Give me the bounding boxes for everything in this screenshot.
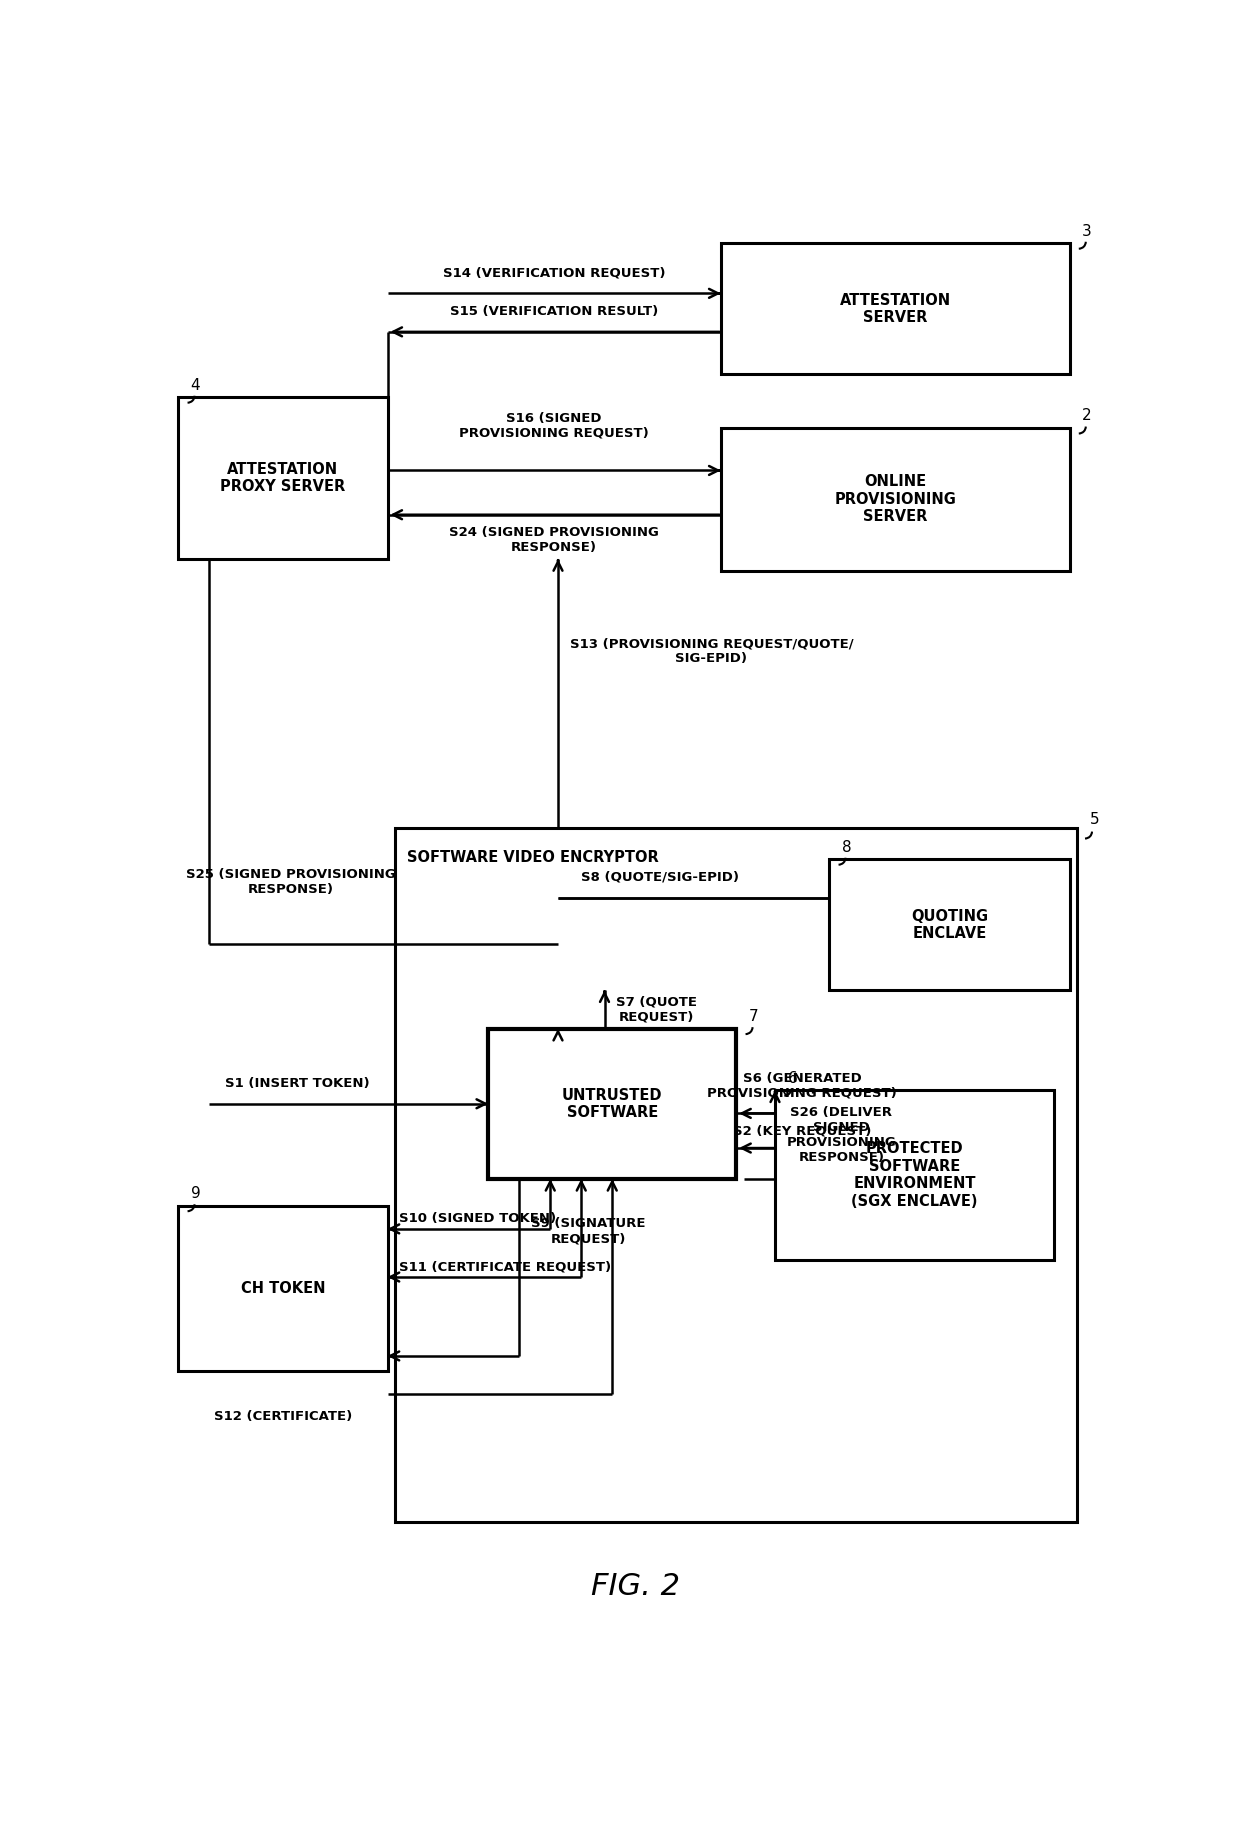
Text: QUOTING
ENCLAVE: QUOTING ENCLAVE <box>911 908 988 941</box>
Text: PROTECTED
SOFTWARE
ENVIRONMENT
(SGX ENCLAVE): PROTECTED SOFTWARE ENVIRONMENT (SGX ENCL… <box>851 1141 978 1209</box>
Bar <box>396 828 1078 1521</box>
Text: S8 (QUOTE/SIG-EPID): S8 (QUOTE/SIG-EPID) <box>582 872 739 884</box>
Text: FIG. 2: FIG. 2 <box>591 1573 680 1602</box>
Text: ONLINE
PROVISIONING
SERVER: ONLINE PROVISIONING SERVER <box>835 475 956 525</box>
Bar <box>720 244 1069 374</box>
Bar <box>775 1090 1054 1259</box>
Text: S14 (VERIFICATION REQUEST): S14 (VERIFICATION REQUEST) <box>443 266 666 279</box>
Text: S25 (SIGNED PROVISIONING
RESPONSE): S25 (SIGNED PROVISIONING RESPONSE) <box>186 868 396 897</box>
Text: S12 (CERTIFICATE): S12 (CERTIFICATE) <box>213 1409 352 1422</box>
Text: S9 (SIGNATURE
REQUEST): S9 (SIGNATURE REQUEST) <box>531 1217 645 1246</box>
Text: S6 (GENERATED
PROVISIONING REQUEST): S6 (GENERATED PROVISIONING REQUEST) <box>707 1072 897 1099</box>
Text: 7: 7 <box>749 1009 759 1024</box>
Text: 8: 8 <box>842 840 852 855</box>
Text: S11 (CERTIFICATE REQUEST): S11 (CERTIFICATE REQUEST) <box>399 1261 611 1273</box>
Text: SOFTWARE VIDEO ENCRYPTOR: SOFTWARE VIDEO ENCRYPTOR <box>407 850 658 864</box>
Bar <box>720 428 1069 571</box>
Text: 5: 5 <box>1090 811 1100 828</box>
Text: 4: 4 <box>191 378 201 393</box>
Text: S15 (VERIFICATION RESULT): S15 (VERIFICATION RESULT) <box>450 305 658 317</box>
Text: 3: 3 <box>1081 224 1091 239</box>
Text: S13 (PROVISIONING REQUEST/QUOTE/
SIG-EPID): S13 (PROVISIONING REQUEST/QUOTE/ SIG-EPI… <box>569 637 853 666</box>
Text: 6: 6 <box>787 1070 797 1086</box>
Bar <box>179 398 387 560</box>
Text: S1 (INSERT TOKEN): S1 (INSERT TOKEN) <box>224 1077 370 1090</box>
Text: S24 (SIGNED PROVISIONING
RESPONSE): S24 (SIGNED PROVISIONING RESPONSE) <box>449 527 660 554</box>
Text: S26 (DELIVER
SIGNED
PROVISIONING
RESPONSE): S26 (DELIVER SIGNED PROVISIONING RESPONS… <box>786 1105 897 1163</box>
Bar <box>489 1029 737 1178</box>
Text: 2: 2 <box>1081 409 1091 424</box>
Text: ATTESTATION
SERVER: ATTESTATION SERVER <box>839 292 951 325</box>
Text: ATTESTATION
PROXY SERVER: ATTESTATION PROXY SERVER <box>221 462 346 494</box>
Text: S2 (KEY REQUEST): S2 (KEY REQUEST) <box>733 1125 872 1138</box>
Text: 9: 9 <box>191 1185 201 1202</box>
Text: S16 (SIGNED
PROVISIONING REQUEST): S16 (SIGNED PROVISIONING REQUEST) <box>459 411 649 440</box>
Text: CH TOKEN: CH TOKEN <box>241 1281 325 1296</box>
Text: UNTRUSTED
SOFTWARE: UNTRUSTED SOFTWARE <box>562 1088 662 1119</box>
Bar <box>179 1206 387 1371</box>
Text: S10 (SIGNED TOKEN): S10 (SIGNED TOKEN) <box>399 1213 557 1226</box>
Text: S7 (QUOTE
REQUEST): S7 (QUOTE REQUEST) <box>616 995 697 1024</box>
Bar <box>830 859 1069 991</box>
